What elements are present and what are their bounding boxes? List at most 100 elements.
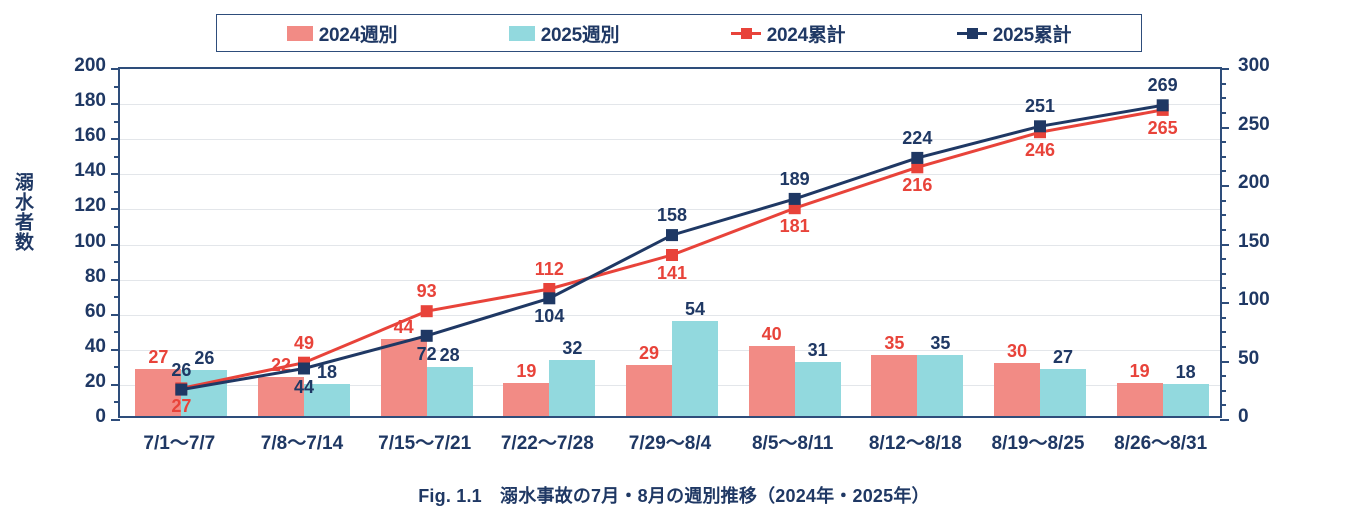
y-axis-left-minor-tick: [114, 296, 120, 299]
y-axis-left-major-tick: [111, 68, 120, 70]
line-value-label-2024: 112: [534, 258, 564, 279]
bar-2024-week[interactable]: [1116, 382, 1163, 416]
bar-2025-week[interactable]: [917, 354, 964, 416]
y-axis-left-minor-tick: [114, 401, 120, 404]
line-value-label-2024: 27: [171, 396, 192, 417]
legend-line-marker-icon: [956, 26, 987, 40]
y-axis-left-tick-label: 180: [74, 90, 106, 112]
bar-value-label-2025: 35: [930, 332, 951, 353]
y-axis-right-minor-tick: [1220, 170, 1226, 173]
y-axis-right-minor-tick: [1220, 199, 1226, 202]
bar-2025-week[interactable]: [1162, 384, 1209, 416]
y-axis-right-minor-tick: [1220, 272, 1226, 275]
y-axis-right-minor-tick: [1220, 389, 1226, 392]
cumulative-2025-marker[interactable]: [666, 229, 678, 242]
cumulative-2024-marker[interactable]: [543, 283, 556, 295]
y-axis-right-major-tick: [1220, 419, 1229, 421]
y-axis-left-major-tick: [111, 419, 120, 421]
x-axis-category-label: 7/8〜7/14: [260, 433, 344, 454]
bar-2024-week[interactable]: [258, 377, 304, 416]
bar-2025-week[interactable]: [426, 366, 473, 416]
bar-2024-week[interactable]: [748, 345, 795, 416]
line-value-label-2024: 93: [416, 281, 437, 302]
line-value-label-2025: 189: [779, 168, 810, 189]
y-axis-left-major-tick: [111, 208, 120, 211]
x-axis-category-label: 7/29〜8/4: [628, 433, 712, 454]
y-axis-left-tick-label: 120: [74, 195, 106, 217]
y-axis-left-tick-label: 40: [84, 335, 106, 357]
bar-2024-week[interactable]: [380, 338, 427, 416]
chart-legend: 2024週別 2025週別 2024累計 2025累計: [216, 14, 1142, 52]
line-value-label-2024: 216: [902, 175, 933, 196]
x-axis-category-label: 8/12〜8/18: [868, 433, 962, 454]
y-axis-right-tick-label: 200: [1238, 172, 1270, 193]
bar-2024-week[interactable]: [135, 368, 182, 416]
y-axis-left-major-tick: [111, 243, 120, 246]
y-axis-right-major-tick: [1220, 126, 1229, 129]
y-axis-left-tick-label: 100: [74, 230, 106, 252]
cumulative-2025-marker[interactable]: [788, 192, 801, 205]
cumulative-2025-marker[interactable]: [175, 383, 188, 396]
x-axis-category-label: 7/1〜7/7: [143, 433, 216, 454]
cumulative-2024-marker[interactable]: [911, 161, 924, 174]
bar-value-label-2024: 29: [638, 343, 660, 364]
gridline: [120, 209, 1220, 211]
cumulative-2025-marker[interactable]: [911, 151, 924, 164]
cumulative-2024-marker[interactable]: [420, 305, 433, 318]
y-axis-right-tick-label: 300: [1238, 55, 1270, 76]
bar-2024-week[interactable]: [994, 363, 1040, 416]
x-axis-category-label: 8/5〜8/11: [751, 433, 834, 454]
bar-2024-week[interactable]: [626, 365, 672, 416]
bar-2025-week[interactable]: [181, 370, 228, 416]
bar-2025-week[interactable]: [672, 321, 718, 416]
bar-2025-week[interactable]: [549, 359, 596, 416]
y-axis-right-minor-tick: [1220, 258, 1226, 261]
y-axis-right-minor-tick: [1220, 316, 1226, 319]
line-series-layer: [175, 99, 1169, 396]
y-axis-right-minor-tick: [1220, 214, 1226, 217]
y-axis-right-major-tick: [1220, 302, 1229, 304]
y-axis-right-minor-tick: [1220, 155, 1226, 158]
bar-value-label-2025: 18: [316, 362, 338, 383]
y-axis-left-minor-tick: [114, 120, 120, 123]
bar-2025-week[interactable]: [794, 361, 841, 416]
line-value-label-2024: 265: [1147, 117, 1178, 138]
y-axis-left-tick-label: 140: [74, 160, 106, 182]
y-axis-right-minor-tick: [1220, 97, 1226, 100]
plot-area: 27 26 22 18 44 28 19 32 29 54 40 31 35 35 30 27 19 18 27 4…: [111, 67, 1229, 421]
cumulative-2025-marker[interactable]: [1034, 120, 1046, 133]
bar-value-label-2025: 26: [194, 348, 215, 369]
bar-2025-week[interactable]: [304, 384, 350, 416]
bar-value-label-2024: 27: [148, 346, 169, 367]
line-value-label-2024: 246: [1024, 140, 1056, 161]
cumulative-2024-marker[interactable]: [666, 249, 678, 261]
legend-item-4[interactable]: 2025累計: [956, 20, 1072, 47]
cumulative-2024-marker[interactable]: [788, 202, 801, 215]
y-axis-left-major-tick: [111, 348, 120, 351]
legend-item-label: 2024週別: [318, 24, 398, 46]
bar-2025-week[interactable]: [1040, 368, 1086, 416]
bar-2024-week[interactable]: [871, 354, 918, 416]
legend-item-label: 2024累計: [766, 24, 846, 46]
y-axis-left-tick-label: 200: [74, 55, 106, 76]
legend-item-3[interactable]: 2024累計: [730, 20, 846, 47]
cumulative-2025-marker[interactable]: [543, 292, 556, 305]
bar-2024-week[interactable]: [503, 382, 550, 416]
y-axis-right-minor-tick: [1220, 375, 1226, 378]
y-axis-left-tick-label: 80: [84, 265, 106, 287]
cumulative-2025-marker[interactable]: [1156, 99, 1169, 112]
y-axis-left-tick-label: 0: [95, 406, 106, 427]
y-axis-left-major-tick: [111, 103, 120, 106]
line-value-label-2025: 104: [534, 306, 565, 327]
legend-item-1[interactable]: 2024週別: [286, 20, 398, 47]
legend-item-2[interactable]: 2025週別: [508, 20, 620, 47]
x-axis-category-label: 7/15〜7/21: [378, 433, 472, 454]
y-axis-left-major-tick: [111, 138, 120, 141]
y-axis-left-minor-tick: [114, 331, 120, 334]
gridline: [120, 314, 1220, 316]
cumulative-2025-marker[interactable]: [420, 329, 433, 342]
y-axis-left-minor-tick: [114, 190, 120, 193]
legend-item-label: 2025累計: [992, 24, 1072, 46]
y-axis-left-major-tick: [111, 278, 120, 281]
cumulative-2025-marker[interactable]: [298, 362, 310, 375]
